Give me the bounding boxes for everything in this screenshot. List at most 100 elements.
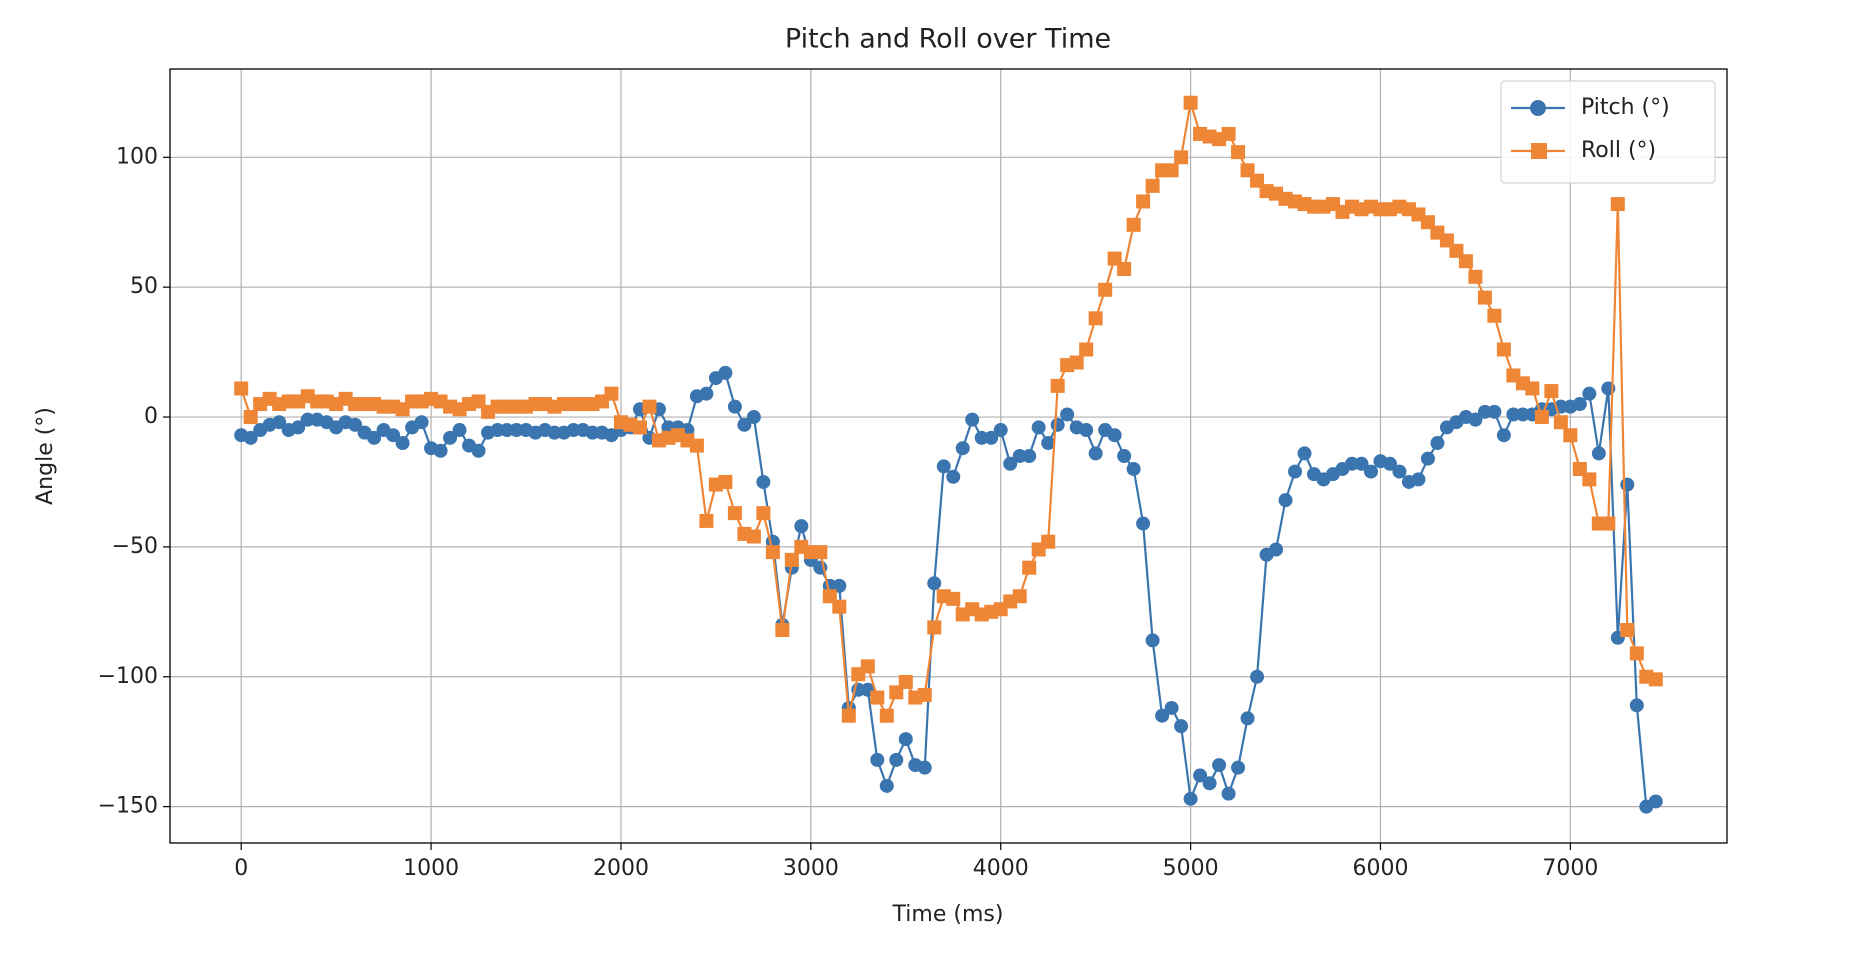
legend-box bbox=[1500, 80, 1716, 184]
marker bbox=[765, 545, 780, 560]
marker bbox=[1563, 428, 1578, 443]
marker bbox=[234, 381, 249, 396]
marker bbox=[756, 506, 771, 521]
marker bbox=[1591, 446, 1606, 461]
marker bbox=[471, 443, 486, 458]
marker bbox=[1164, 163, 1179, 178]
y-tick-label: −50 bbox=[112, 534, 158, 559]
marker bbox=[889, 752, 904, 767]
marker bbox=[1022, 449, 1037, 463]
marker bbox=[1487, 308, 1502, 323]
marker bbox=[642, 399, 657, 414]
marker bbox=[927, 620, 942, 635]
marker bbox=[1278, 493, 1293, 508]
marker bbox=[291, 420, 306, 435]
marker bbox=[1145, 178, 1160, 193]
marker bbox=[414, 415, 429, 430]
marker bbox=[1572, 397, 1587, 412]
marker bbox=[1136, 194, 1151, 209]
marker bbox=[927, 576, 942, 591]
marker bbox=[1477, 290, 1492, 305]
marker bbox=[1069, 355, 1084, 370]
marker bbox=[1250, 669, 1265, 684]
marker bbox=[348, 417, 363, 432]
marker bbox=[1610, 197, 1625, 212]
marker bbox=[775, 623, 790, 638]
marker bbox=[1468, 412, 1483, 427]
y-tick-label: −150 bbox=[98, 794, 158, 819]
marker bbox=[1629, 698, 1644, 713]
marker bbox=[936, 459, 951, 474]
marker bbox=[1050, 378, 1065, 393]
x-tick-label: 3000 bbox=[783, 856, 839, 881]
marker bbox=[243, 410, 258, 425]
marker bbox=[689, 438, 704, 453]
marker bbox=[433, 443, 448, 458]
marker bbox=[727, 399, 742, 414]
marker bbox=[1202, 776, 1217, 791]
legend: Pitch (°) Roll (°) bbox=[1500, 80, 1716, 184]
x-tick-label: 6000 bbox=[1352, 856, 1408, 881]
marker bbox=[1354, 456, 1369, 471]
marker bbox=[1582, 386, 1597, 401]
marker bbox=[870, 690, 885, 705]
marker bbox=[718, 474, 733, 489]
marker bbox=[243, 430, 258, 445]
marker bbox=[1420, 451, 1435, 466]
marker bbox=[386, 428, 401, 443]
marker bbox=[1288, 464, 1303, 479]
marker bbox=[1534, 410, 1549, 425]
marker bbox=[879, 708, 894, 723]
marker bbox=[1582, 472, 1597, 487]
marker bbox=[1231, 145, 1246, 160]
marker bbox=[1487, 404, 1502, 419]
marker bbox=[632, 420, 647, 435]
marker bbox=[898, 674, 913, 689]
marker bbox=[832, 599, 847, 614]
marker bbox=[946, 469, 961, 484]
marker bbox=[1183, 791, 1198, 806]
marker bbox=[1060, 407, 1075, 422]
marker bbox=[737, 417, 752, 432]
marker bbox=[1430, 436, 1445, 451]
marker bbox=[1212, 758, 1227, 773]
marker bbox=[794, 519, 809, 534]
marker bbox=[1553, 415, 1568, 430]
marker bbox=[1629, 646, 1644, 661]
marker bbox=[1164, 700, 1179, 715]
marker bbox=[898, 732, 913, 747]
y-tick-label: −100 bbox=[98, 664, 158, 689]
legend-marker bbox=[1531, 143, 1547, 159]
marker bbox=[917, 760, 932, 775]
marker bbox=[1458, 254, 1473, 269]
marker bbox=[1392, 464, 1407, 479]
x-axis-label: Time (ms) bbox=[892, 902, 1004, 927]
legend-label: Pitch (°) bbox=[1581, 95, 1670, 120]
series bbox=[234, 365, 1663, 814]
x-tick-label: 7000 bbox=[1542, 856, 1598, 881]
marker bbox=[1155, 708, 1170, 723]
x-tick-label: 2000 bbox=[593, 856, 649, 881]
marker bbox=[917, 687, 932, 702]
marker bbox=[756, 474, 771, 489]
marker bbox=[1601, 516, 1616, 531]
x-tick-label: 5000 bbox=[1163, 856, 1219, 881]
marker bbox=[718, 365, 733, 380]
marker bbox=[1022, 560, 1037, 575]
marker bbox=[1297, 446, 1312, 461]
marker bbox=[1648, 794, 1663, 809]
marker bbox=[1183, 95, 1198, 110]
marker bbox=[870, 752, 885, 767]
marker bbox=[1079, 342, 1094, 357]
marker bbox=[443, 430, 458, 445]
marker bbox=[1269, 542, 1284, 557]
marker bbox=[1468, 269, 1483, 284]
marker bbox=[1544, 384, 1559, 399]
marker bbox=[860, 659, 875, 674]
marker bbox=[1145, 633, 1160, 648]
marker bbox=[1382, 456, 1397, 471]
marker bbox=[1174, 719, 1189, 734]
marker bbox=[1620, 477, 1635, 492]
marker bbox=[879, 778, 894, 793]
